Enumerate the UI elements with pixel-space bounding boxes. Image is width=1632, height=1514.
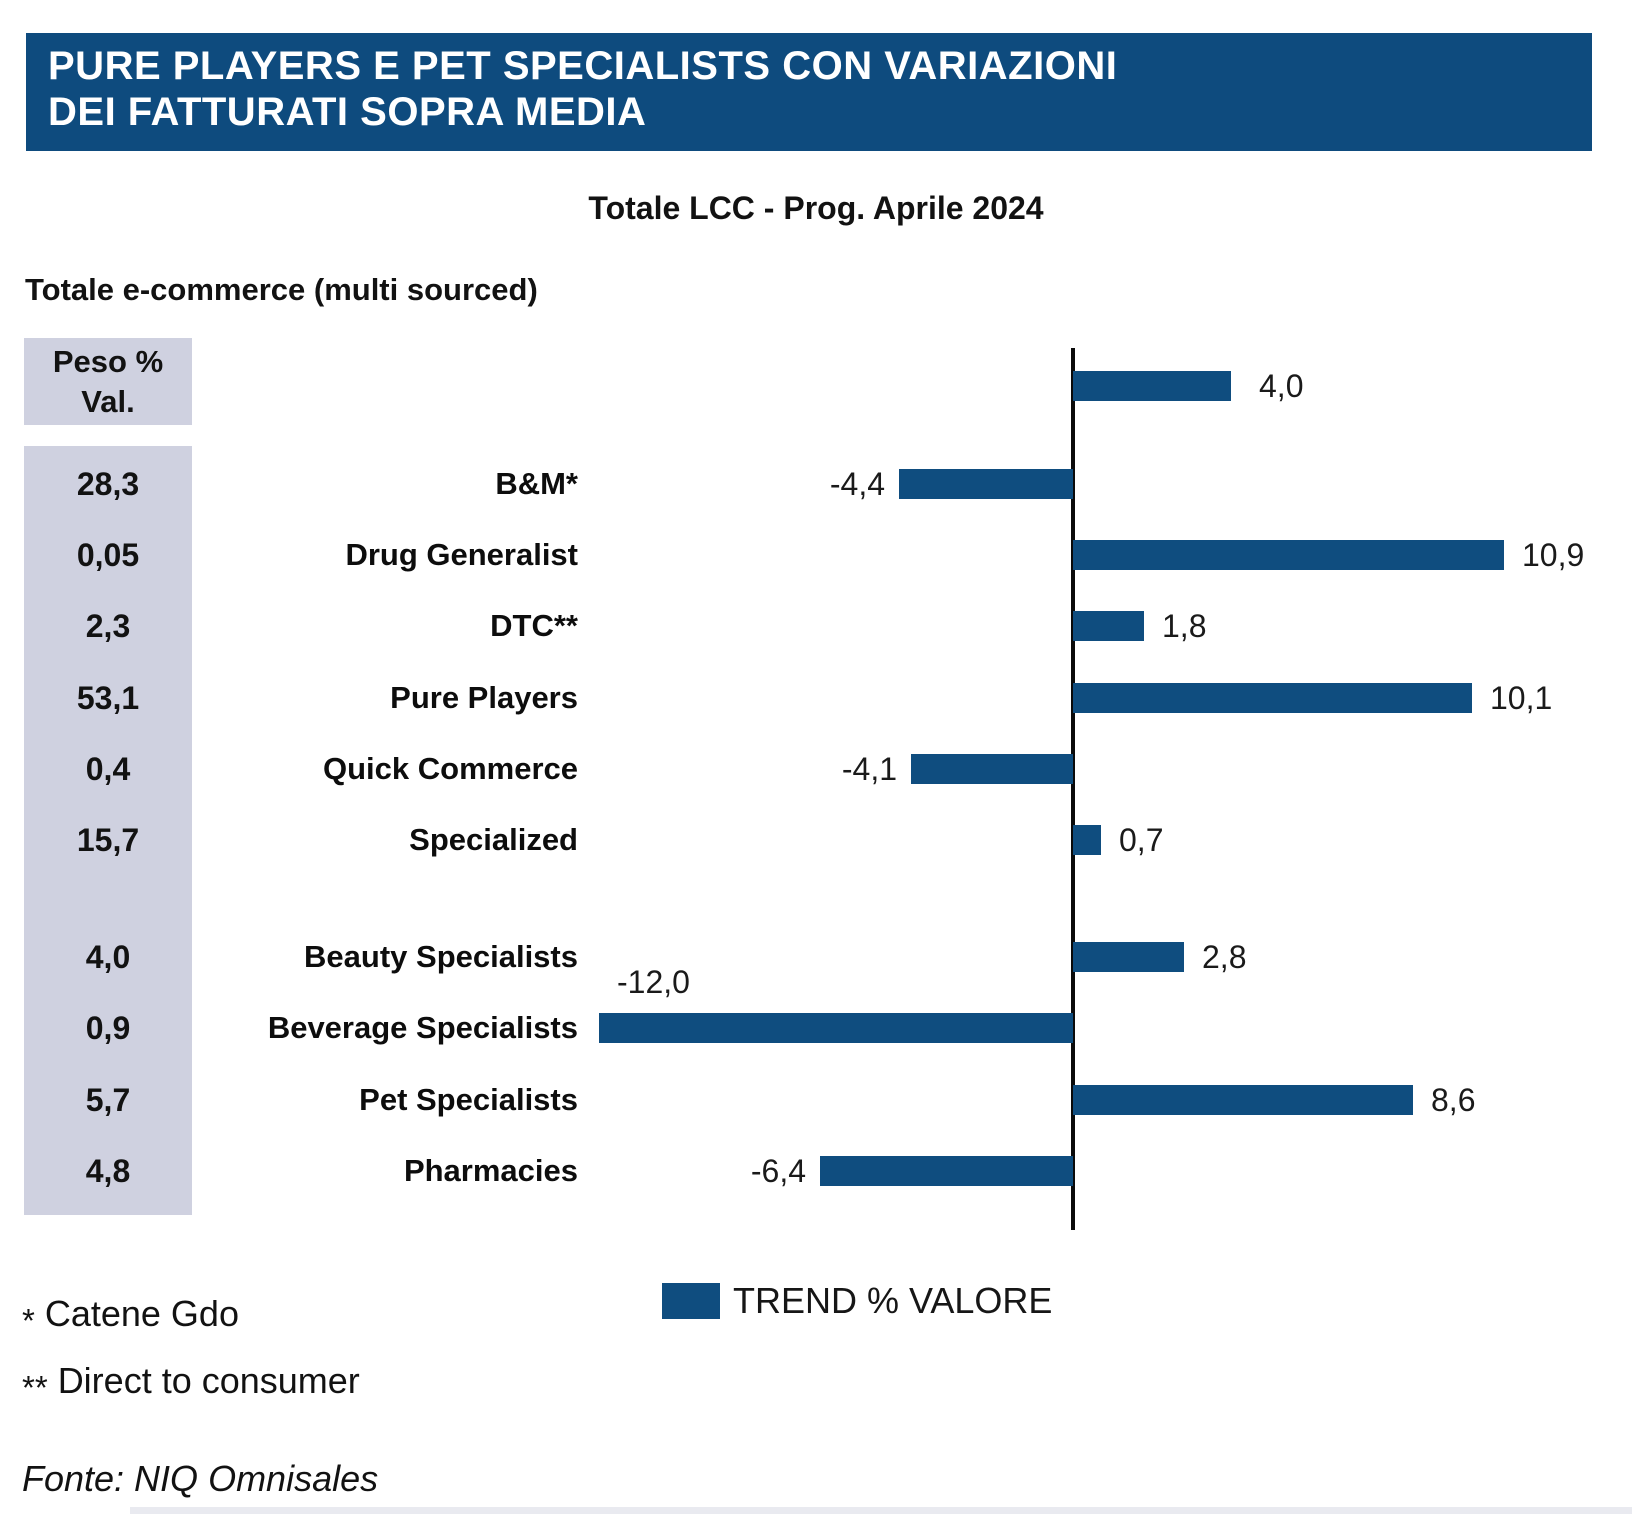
double-asterisk-marker: ** — [22, 1369, 48, 1406]
footnote-catene-gdo: * Catene Gdo — [22, 1293, 239, 1339]
peso-value: 28,3 — [76, 466, 140, 502]
footnote-text: Catene Gdo — [44, 1293, 239, 1334]
value-label: 4,0 — [1259, 368, 1304, 404]
header-title-line2: DEI FATTURATI SOPRA MEDIA — [48, 90, 647, 134]
category-label: Specialized — [409, 822, 578, 857]
legend: TREND % VALORE — [662, 1280, 1053, 1321]
category-label: DTC** — [490, 608, 578, 643]
category-label: Beauty Specialists — [304, 939, 578, 974]
value-label: -12,0 — [617, 964, 690, 1000]
trend-bar — [1073, 683, 1472, 713]
trend-bar — [1073, 540, 1504, 570]
value-label: -4,1 — [841, 751, 897, 787]
trend-bar — [1073, 825, 1101, 855]
chart-subtitle: Totale LCC - Prog. Aprile 2024 — [588, 190, 1044, 226]
value-label: 10,9 — [1522, 537, 1585, 573]
trend-bar — [1073, 611, 1144, 641]
trend-bar — [599, 1013, 1073, 1043]
peso-column-header: Peso % Val. — [24, 338, 192, 425]
peso-value: 0,9 — [85, 1010, 131, 1046]
peso-value: 4,8 — [85, 1153, 131, 1189]
peso-value: 4,0 — [85, 939, 131, 975]
value-axis-zero-line — [1071, 348, 1075, 1230]
trend-bar — [899, 469, 1073, 499]
peso-value: 2,3 — [85, 608, 131, 644]
peso-value: 53,1 — [76, 680, 140, 716]
source-note: Fonte: NIQ Omnisales — [22, 1458, 379, 1499]
trend-bar — [1073, 942, 1184, 972]
value-label: 2,8 — [1202, 939, 1247, 975]
category-label: Pharmacies — [403, 1153, 578, 1188]
footnote-direct-to-consumer: ** Direct to consumer — [22, 1360, 360, 1406]
value-label: 10,1 — [1490, 680, 1553, 716]
category-label: Beverage Specialists — [267, 1010, 578, 1045]
header-title-line1: PURE PLAYERS E PET SPECIALISTS CON VARIA… — [48, 44, 1118, 88]
trend-bar — [1073, 1085, 1413, 1115]
value-label: -6,4 — [750, 1153, 806, 1189]
bottom-strip — [130, 1507, 1632, 1514]
category-label: B&M* — [495, 466, 578, 501]
trend-bar — [911, 754, 1073, 784]
peso-value: 5,7 — [85, 1082, 131, 1118]
value-label: 1,8 — [1162, 608, 1207, 644]
asterisk-marker: * — [22, 1302, 35, 1339]
value-label: -4,4 — [829, 466, 885, 502]
category-label: Pet Specialists — [359, 1082, 578, 1117]
legend-swatch — [662, 1283, 720, 1319]
category-label: Quick Commerce — [323, 751, 578, 786]
peso-column-background — [24, 446, 192, 1215]
value-label: 0,7 — [1119, 822, 1164, 858]
value-label: 8,6 — [1431, 1082, 1476, 1118]
peso-value: 0,05 — [76, 537, 140, 573]
header-band: PURE PLAYERS E PET SPECIALISTS CON VARIA… — [26, 33, 1592, 151]
section-label-total-ecommerce: Totale e-commerce (multi sourced) — [25, 272, 538, 307]
category-label: Drug Generalist — [345, 537, 578, 572]
legend-label: TREND % VALORE — [733, 1280, 1053, 1321]
peso-value: 15,7 — [76, 822, 140, 858]
trend-bar — [820, 1156, 1073, 1186]
peso-value: 0,4 — [85, 751, 131, 787]
category-label: Pure Players — [390, 680, 578, 715]
footnote-text: Direct to consumer — [57, 1360, 360, 1401]
trend-bar — [1073, 371, 1231, 401]
